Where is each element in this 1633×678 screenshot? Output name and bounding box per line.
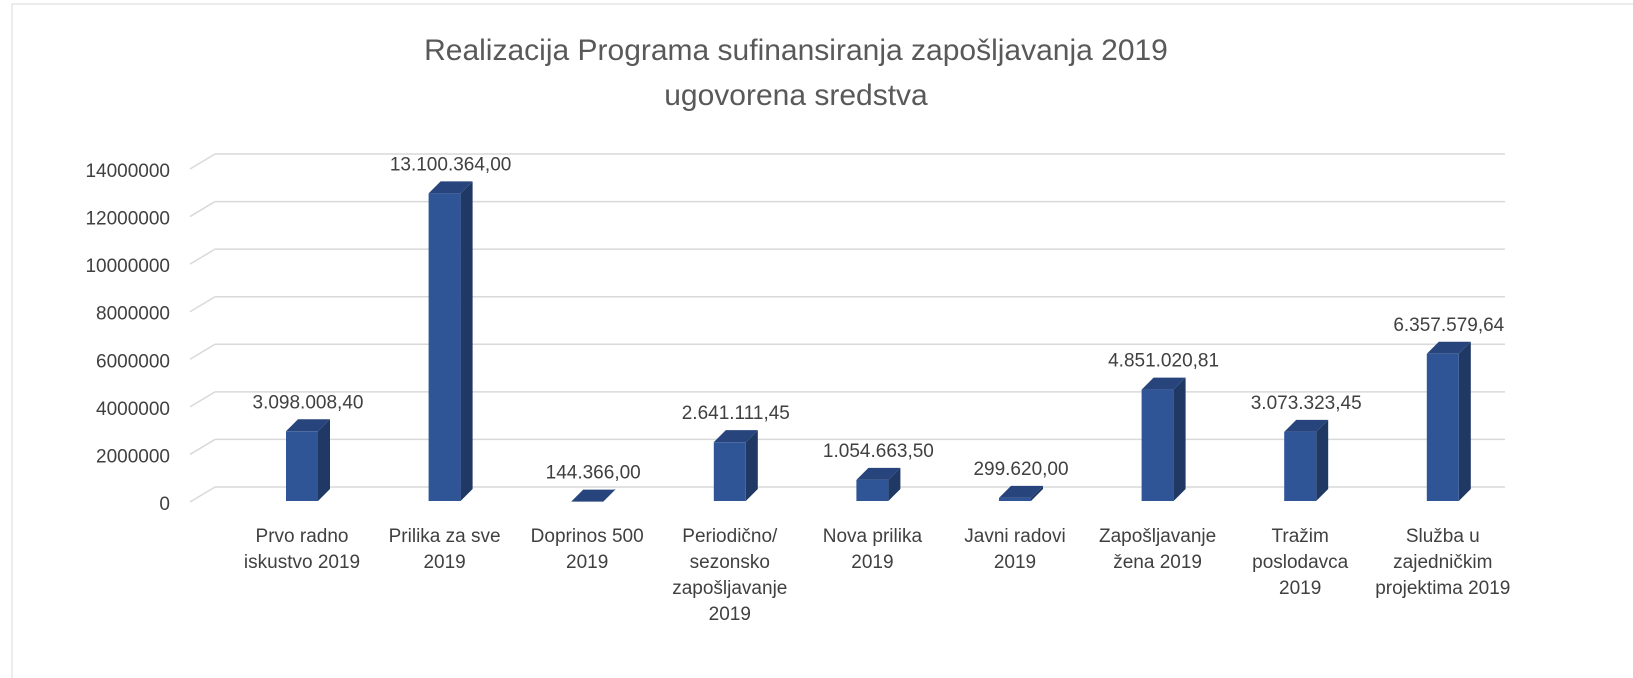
y-tick-label: 2000000 [96,446,170,467]
bar-side [1031,485,1043,501]
bar [1141,377,1186,501]
bar-side [745,430,758,501]
x-tick-label: Prilika za sve 2019 [388,526,501,573]
grid-line-depth [189,296,216,313]
x-tick-label: Periodično/ sezonsko zapošljavanje 2019 [672,526,788,625]
y-tick-label: 6000000 [96,351,170,372]
x-tick-label: Doprinos 500 2019 [530,526,644,573]
bar-top [1141,377,1186,390]
grid-line-depth [189,391,216,408]
bar [571,489,616,502]
bar-front [999,497,1031,501]
bar [1426,341,1471,501]
bar-side [1316,419,1329,501]
bar [1284,419,1329,501]
bar-side [318,419,330,501]
grid-line-depth [189,248,216,265]
grid-line-depth [189,486,216,503]
grid-line-depth [189,438,216,456]
value-label: 6.357.579,64 [1393,315,1504,336]
x-tick-label: Nova prilika 2019 [822,526,923,573]
value-label: 3.073.323,45 [1251,393,1362,414]
bar [999,485,1043,501]
bar [286,419,330,501]
y-tick-label: 8000000 [96,304,170,325]
y-tick-label: 0 [159,494,170,515]
grid-line-depth [189,200,216,218]
bar-front [856,479,889,501]
grid-line-depth [189,343,216,360]
bar-front [1141,389,1174,501]
x-tick-label: Tražim poslodavca 2019 [1252,526,1349,599]
bar-front [1426,353,1459,501]
bar-side [460,181,473,501]
bar-side [1458,341,1471,501]
bar-top [713,430,758,443]
y-tick-label: 10000000 [85,256,170,277]
x-tick-label: Zapošljavanje žena 2019 [1098,526,1217,573]
value-label: 13.100.364,00 [390,154,512,175]
chart-subtitle: ugovorena sredstva [664,79,928,112]
bar [713,430,758,501]
bar-front [713,442,746,501]
bar-top [856,467,901,480]
grid-line-depth [189,153,216,170]
value-label: 144.366,00 [546,463,641,484]
value-label: 2.641.111,45 [682,403,790,424]
bar-side [888,467,901,501]
value-label: 1.054.663,50 [823,441,934,462]
chart-border [11,3,1633,678]
bar-side [1173,377,1186,501]
x-tick-label: Javni radovi 2019 [964,526,1066,573]
bar-top [286,419,330,432]
bar-front [428,193,461,501]
y-tick-label: 12000000 [85,209,170,230]
x-tick-label: Prvo radno iskustvo 2019 [243,526,361,573]
value-label: 4.851.020,81 [1108,351,1219,372]
chart-title: Realizacija Programa sufinansiranja zapo… [424,34,1168,67]
bar-top [1426,341,1471,354]
bar-top [999,485,1043,498]
bar [856,467,901,501]
bar [428,181,473,501]
bar-front [1284,431,1317,501]
y-tick-label: 14000000 [85,161,170,182]
bar-top [571,489,616,502]
y-tick-label: 4000000 [96,399,170,420]
bar-front [286,431,318,501]
value-label: 3.098.008,40 [253,392,364,413]
x-tick-label: Služba u zajedničkim projektima 2019 [1375,526,1511,599]
bar-top [428,181,473,194]
bar-top [1284,419,1329,432]
value-label: 299.620,00 [973,459,1068,480]
